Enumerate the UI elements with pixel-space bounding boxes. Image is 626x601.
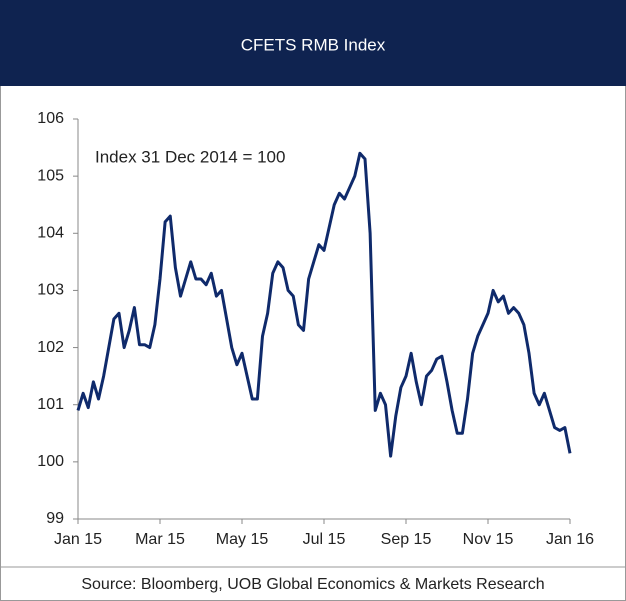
x-tick-label: Sep 15 bbox=[381, 531, 432, 548]
source: Source: Bloomberg, UOB Global Economics … bbox=[81, 576, 544, 593]
x-tick-label: May 15 bbox=[216, 531, 269, 548]
y-tick-label: 105 bbox=[37, 167, 64, 184]
y-tick-label: 104 bbox=[37, 225, 64, 242]
x-tick-label: Jan 15 bbox=[54, 531, 102, 548]
y-tick-label: 101 bbox=[37, 396, 64, 413]
x-tick-label: Mar 15 bbox=[135, 531, 185, 548]
y-tick-label: 99 bbox=[46, 510, 64, 527]
chart-title: CFETS RMB Index bbox=[241, 35, 386, 54]
y-tick-label: 102 bbox=[37, 339, 64, 356]
y-tick-label: 106 bbox=[37, 110, 64, 127]
x-tick-label: Jan 16 bbox=[546, 531, 594, 548]
x-tick-label: Jul 15 bbox=[303, 531, 346, 548]
y-tick-label: 103 bbox=[37, 282, 64, 299]
x-tick-label: Nov 15 bbox=[463, 531, 514, 548]
y-tick-label: 100 bbox=[37, 453, 64, 470]
series-line bbox=[76, 151, 572, 458]
annotation: Index 31 Dec 2014 = 100 bbox=[95, 147, 285, 166]
header-band bbox=[0, 0, 626, 86]
